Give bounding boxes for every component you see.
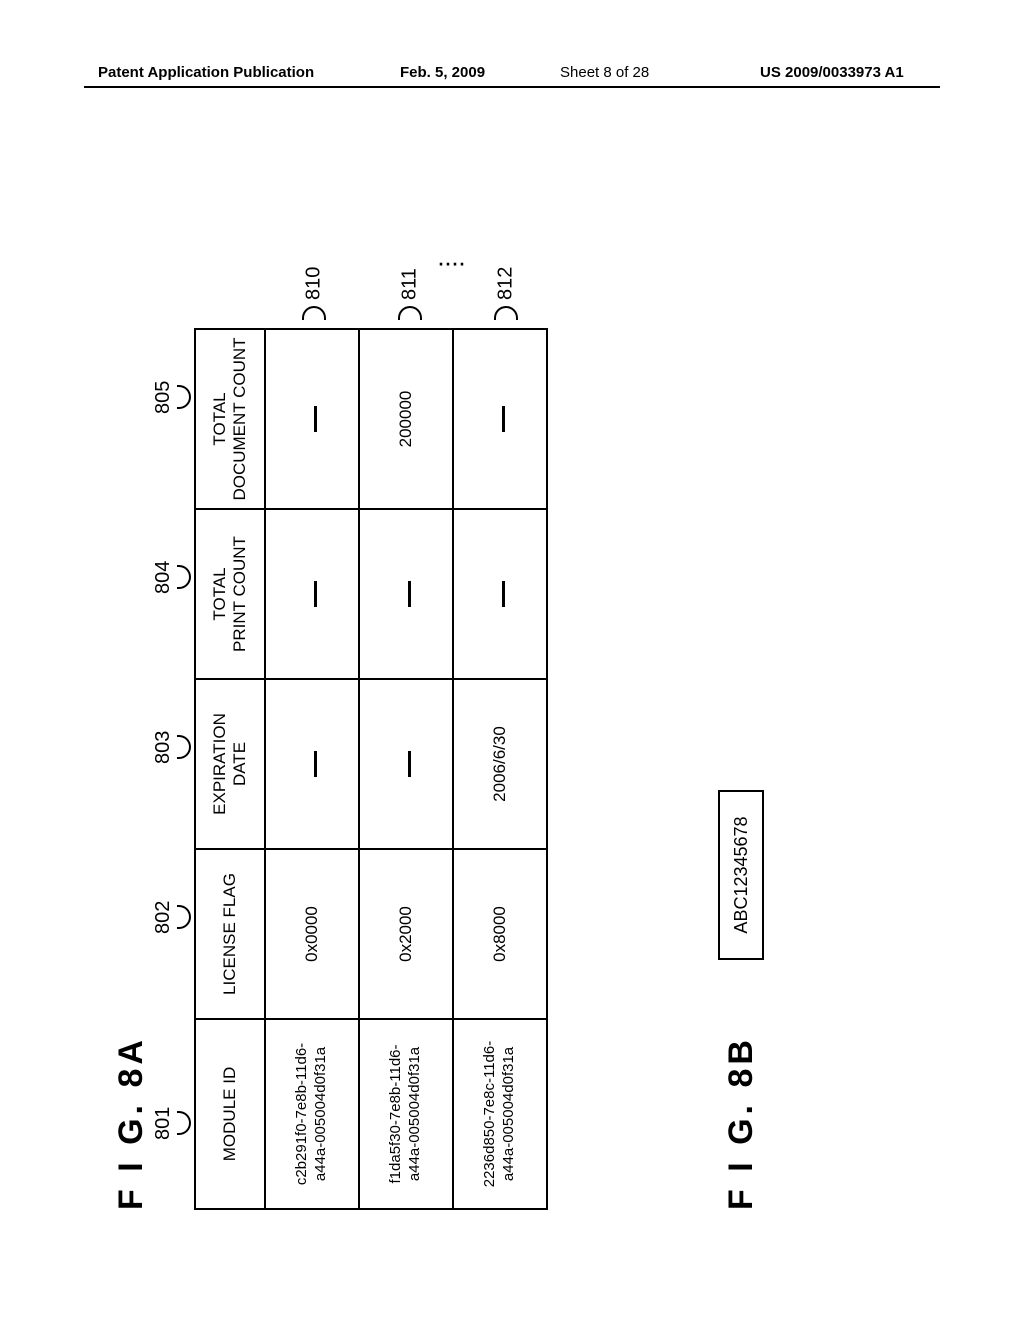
callout-arc-icon (494, 306, 518, 320)
cell-total-print-count (453, 509, 547, 679)
publication-date: Feb. 5, 2009 (400, 64, 485, 81)
col-header-license-flag: LICENSE FLAG (195, 849, 265, 1019)
cell-total-print-count (265, 509, 359, 679)
license-table: MODULE ID LICENSE FLAG EXPIRATION DATE T… (194, 328, 548, 1210)
module-id-value: f1da5f30-7e8b-11d6- a44a-005004d0f31a (387, 1026, 425, 1202)
header-rule (84, 86, 940, 88)
callout-arc-icon (177, 385, 191, 409)
module-id-value: 2236d850-7e8c-11d6- a44a-005004d0f31a (481, 1026, 519, 1202)
cell-expiration-date (359, 679, 453, 849)
callout-label: 812 (494, 267, 516, 300)
table-header-row: MODULE ID LICENSE FLAG EXPIRATION DATE T… (195, 329, 265, 1209)
cell-total-document-count (265, 329, 359, 509)
callout-label: 811 (398, 268, 420, 300)
callout-arc-icon (177, 735, 191, 759)
figure-8a-title: F I G. 8A (112, 1036, 151, 1210)
cell-expiration-date (265, 679, 359, 849)
row-callout-810: 810 (302, 267, 326, 320)
column-callout-802: 802 (152, 901, 191, 934)
figure-8b-title: F I G. 8B (722, 1036, 761, 1210)
column-callout-803: 803 (152, 731, 191, 764)
column-callout-804: 804 (152, 561, 191, 594)
patent-page: Patent Application Publication Feb. 5, 2… (0, 0, 1024, 1320)
cell-license-flag: 0x0000 (265, 849, 359, 1019)
cell-total-document-count: 200000 (359, 329, 453, 509)
header-text: TOTAL PRINT COUNT (210, 536, 249, 652)
table-row: f1da5f30-7e8b-11d6- a44a-005004d0f31a 0x… (359, 329, 453, 1209)
callout-label: 804 (152, 561, 174, 594)
ellipsis-icon: .... (438, 249, 466, 270)
figure-8b-value-box: ABC12345678 (718, 790, 764, 960)
col-header-module-id: MODULE ID (195, 1019, 265, 1209)
publication-label: Patent Application Publication (98, 64, 314, 81)
callout-arc-icon (177, 905, 191, 929)
callout-label: 805 (152, 381, 174, 414)
dash-icon (408, 751, 411, 777)
callout-arc-icon (302, 306, 326, 320)
callout-label: 802 (152, 901, 174, 934)
header-text: TOTAL DOCUMENT COUNT (210, 337, 249, 500)
sheet-number: Sheet 8 of 28 (560, 64, 649, 81)
dash-icon (502, 406, 505, 432)
callout-label: 803 (152, 731, 174, 764)
row-callout-812: 812 (494, 267, 518, 320)
column-callout-805: 805 (152, 381, 191, 414)
callout-label: 801 (152, 1107, 174, 1140)
col-header-total-print-count: TOTAL PRINT COUNT (195, 509, 265, 679)
cell-total-print-count (359, 509, 453, 679)
header-text: EXPIRATION DATE (210, 713, 249, 815)
col-header-expiration-date: EXPIRATION DATE (195, 679, 265, 849)
callout-label: 810 (302, 267, 324, 300)
figure-8b-value: ABC12345678 (731, 816, 752, 933)
cell-total-document-count (453, 329, 547, 509)
cell-module-id: f1da5f30-7e8b-11d6- a44a-005004d0f31a (359, 1019, 453, 1209)
dash-icon (502, 581, 505, 607)
cell-module-id: c2b291f0-7e8b-11d6- a44a-005004d0f31a (265, 1019, 359, 1209)
callout-arc-icon (177, 565, 191, 589)
cell-module-id: 2236d850-7e8c-11d6- a44a-005004d0f31a (453, 1019, 547, 1209)
column-callout-801: 801 (152, 1107, 191, 1140)
dash-icon (314, 406, 317, 432)
cell-license-flag: 0x8000 (453, 849, 547, 1019)
col-header-total-document-count: TOTAL DOCUMENT COUNT (195, 329, 265, 509)
module-id-value: c2b291f0-7e8b-11d6- a44a-005004d0f31a (293, 1026, 331, 1202)
table-row: c2b291f0-7e8b-11d6- a44a-005004d0f31a 0x… (265, 329, 359, 1209)
dash-icon (408, 581, 411, 607)
callout-arc-icon (177, 1111, 191, 1135)
dash-icon (314, 751, 317, 777)
cell-license-flag: 0x2000 (359, 849, 453, 1019)
cell-expiration-date: 2006/6/30 (453, 679, 547, 849)
row-callout-811: 811 (398, 268, 422, 320)
publication-number: US 2009/0033973 A1 (760, 64, 904, 81)
dash-icon (314, 581, 317, 607)
callout-arc-icon (398, 306, 422, 320)
table-row: 2236d850-7e8c-11d6- a44a-005004d0f31a 0x… (453, 329, 547, 1209)
figure-rotated-container: F I G. 8A 801 802 803 804 805 MODULE ID … (102, 150, 922, 1250)
